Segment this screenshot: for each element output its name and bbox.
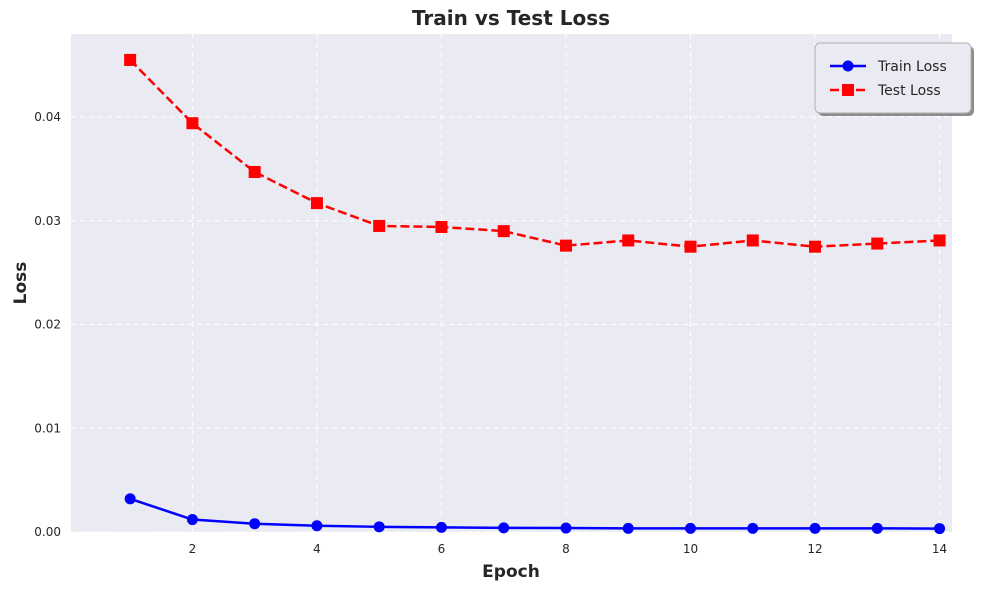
test-loss-point <box>497 225 510 238</box>
legend-box <box>814 42 972 114</box>
legend: Train Loss Test Loss <box>814 42 974 116</box>
x-tick-label: 12 <box>807 542 822 556</box>
test-loss-point <box>684 240 697 253</box>
y-tick-label: 0.03 <box>34 214 61 228</box>
legend-marker <box>842 84 854 96</box>
x-tick-label: 8 <box>562 542 570 556</box>
train-loss-point <box>622 522 634 534</box>
y-tick-label: 0.04 <box>34 110 61 124</box>
legend-entries: Train Loss Test Loss <box>830 59 947 99</box>
test-loss-series <box>124 53 946 253</box>
test-loss-point <box>622 234 635 247</box>
test-loss-point <box>933 234 946 247</box>
test-loss-point <box>746 234 759 247</box>
test-loss-point <box>435 220 448 233</box>
train-loss-point <box>124 493 136 505</box>
train-loss-point <box>373 521 385 533</box>
legend-item-train-loss: Train Loss <box>830 59 947 75</box>
axis-ticks: 2 4 6 8 10 12 14 0.00 0.01 0.02 0.03 0.04 <box>34 110 947 556</box>
test-loss-point <box>248 165 261 178</box>
test-loss-line <box>129 59 940 248</box>
series-layer <box>124 53 946 535</box>
train-loss-point <box>934 523 946 535</box>
train-loss-point <box>685 522 697 534</box>
legend-label: Train Loss <box>877 59 947 75</box>
test-loss-point <box>871 237 884 250</box>
x-axis-label: Epoch <box>482 562 540 582</box>
x-tick-label: 10 <box>683 542 698 556</box>
test-loss-point <box>809 240 822 253</box>
train-loss-point <box>560 522 572 534</box>
train-loss-point <box>747 522 759 534</box>
test-loss-point <box>310 197 323 210</box>
y-tick-label: 0.00 <box>34 525 61 539</box>
test-loss-point <box>124 53 137 66</box>
train-loss-point <box>186 514 198 526</box>
grid <box>71 34 952 533</box>
y-axis-label: Loss <box>11 262 31 305</box>
train-loss-line <box>129 497 940 530</box>
y-tick-label: 0.01 <box>34 421 61 435</box>
train-loss-point <box>809 522 821 534</box>
x-tick-label: 4 <box>313 542 321 556</box>
train-loss-series <box>124 493 946 535</box>
y-tick-label: 0.02 <box>34 318 61 332</box>
train-loss-point <box>249 518 261 530</box>
test-loss-point <box>373 219 386 232</box>
train-loss-point <box>435 521 447 533</box>
legend-label: Test Loss <box>877 83 941 99</box>
test-loss-point <box>559 239 572 252</box>
test-loss-point <box>186 117 199 130</box>
train-loss-point <box>871 522 883 534</box>
x-tick-label: 14 <box>932 542 947 556</box>
legend-item-test-loss: Test Loss <box>830 83 941 99</box>
x-tick-label: 2 <box>189 542 197 556</box>
train-loss-point <box>498 522 510 534</box>
x-tick-label: 6 <box>438 542 446 556</box>
chart-title: Train vs Test Loss <box>412 6 610 30</box>
train-loss-point <box>311 520 323 532</box>
legend-marker <box>842 60 854 72</box>
